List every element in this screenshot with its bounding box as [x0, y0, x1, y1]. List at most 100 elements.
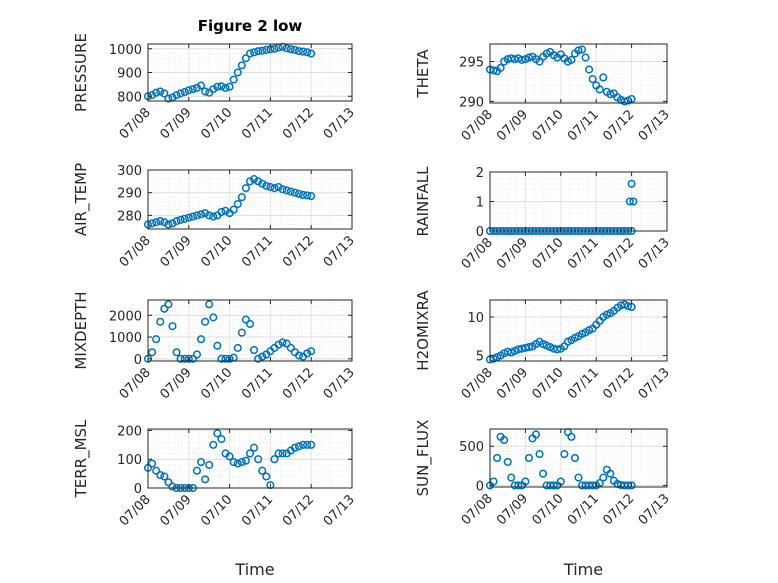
data-point	[172, 91, 181, 100]
data-point	[172, 348, 181, 357]
data-point	[148, 459, 157, 468]
x-tick-label: 07/12	[600, 107, 637, 144]
data-point	[553, 345, 562, 354]
data-point	[298, 190, 308, 200]
y-tick-label: 2	[476, 166, 484, 181]
data-point	[254, 354, 263, 363]
y-tick-label: 500	[459, 440, 484, 455]
y-tick-label: 1000	[109, 43, 142, 58]
data-point	[262, 45, 271, 54]
data-point	[620, 97, 629, 106]
data-point	[168, 219, 177, 228]
data-point	[152, 88, 161, 97]
x-tick-label: 07/12	[280, 105, 317, 142]
grid	[147, 300, 353, 361]
data-point	[599, 73, 608, 82]
x-tick-label: 07/09	[494, 491, 531, 528]
x-tick-label: 07/11	[565, 235, 602, 272]
x-tick-label: 07/13	[636, 365, 673, 402]
data-point	[196, 81, 206, 90]
data-point	[307, 347, 316, 356]
data-point	[213, 82, 222, 91]
y-axis-label: PRESSURE	[72, 33, 90, 112]
data-point	[209, 313, 218, 322]
data-point	[213, 429, 222, 438]
x-tick-label: 07/10	[198, 365, 235, 402]
y-tick-label: 100	[117, 453, 142, 468]
data-point	[160, 89, 169, 98]
x-tick-label: 07/08	[459, 235, 496, 272]
data-point	[262, 472, 271, 481]
data-point	[303, 48, 312, 57]
data-point	[176, 354, 185, 363]
x-tick-label: 07/09	[494, 107, 531, 144]
x-tick-label: 07/11	[239, 365, 276, 402]
data-point	[574, 46, 583, 55]
x-tick-label: 07/13	[636, 235, 673, 272]
data-point	[245, 319, 255, 329]
subplot-2: 280 290 300 07/08 07/09 07/10 07/11 07/12 07/13 A…	[72, 163, 358, 270]
data-point	[629, 197, 638, 206]
data-point	[254, 177, 263, 186]
data-point	[217, 207, 226, 217]
y-tick-label: 290	[117, 187, 142, 202]
data-point	[258, 352, 267, 361]
y-tick-label: 900	[117, 67, 142, 82]
axes-frame	[489, 428, 668, 488]
data-point	[148, 348, 157, 357]
y-axis-label: H2OMIXRA	[414, 290, 432, 371]
data-point	[307, 440, 316, 449]
axes-background	[148, 429, 352, 488]
x-tick-label: 07/13	[321, 105, 358, 142]
data-point	[535, 450, 544, 459]
x-tick-label: 07/11	[239, 492, 276, 529]
data-point	[294, 442, 304, 451]
x-tick-label: 07/11	[239, 233, 276, 270]
series-markers	[143, 42, 316, 103]
data-point	[524, 53, 533, 62]
data-point	[201, 209, 210, 218]
data-point	[570, 453, 580, 463]
data-point	[517, 55, 526, 64]
data-point	[254, 47, 263, 56]
data-point	[503, 457, 512, 466]
data-point	[245, 177, 255, 186]
data-point	[303, 440, 312, 449]
x-tick-label: 07/08	[117, 492, 154, 529]
x-tick-label: 07/11	[565, 365, 602, 402]
x-axis-label: Time	[563, 560, 603, 579]
data-point	[250, 48, 259, 57]
data-point	[262, 181, 271, 190]
series-markers	[485, 300, 636, 364]
subplot-0: 800 900 1000 07/08 07/09 07/10 07/11 07/12 07/13…	[72, 17, 358, 142]
data-point	[303, 191, 312, 200]
x-tick-label: 07/10	[198, 105, 235, 142]
data-point	[625, 197, 634, 206]
x-tick-label: 07/09	[494, 235, 531, 272]
data-point	[531, 430, 541, 439]
data-point	[184, 354, 193, 363]
x-axis-label: Time	[234, 560, 274, 579]
data-point	[307, 49, 316, 58]
data-point	[205, 460, 214, 470]
data-point	[233, 459, 242, 468]
data-point	[298, 440, 308, 449]
data-point	[574, 473, 583, 482]
data-point	[258, 46, 267, 55]
data-point	[160, 304, 169, 313]
data-point	[188, 354, 197, 363]
data-point	[233, 68, 242, 77]
data-point	[237, 61, 246, 70]
data-point	[274, 340, 283, 349]
x-tick-label: 07/10	[198, 233, 235, 270]
y-tick-label: 1	[476, 196, 484, 211]
axes-frame	[489, 43, 668, 104]
data-point	[521, 343, 530, 352]
data-point	[282, 44, 291, 53]
y-axis-label: AIR_TEMP	[72, 163, 91, 236]
data-point	[152, 218, 161, 227]
data-point	[237, 193, 246, 202]
y-tick-label: 280	[117, 209, 142, 224]
